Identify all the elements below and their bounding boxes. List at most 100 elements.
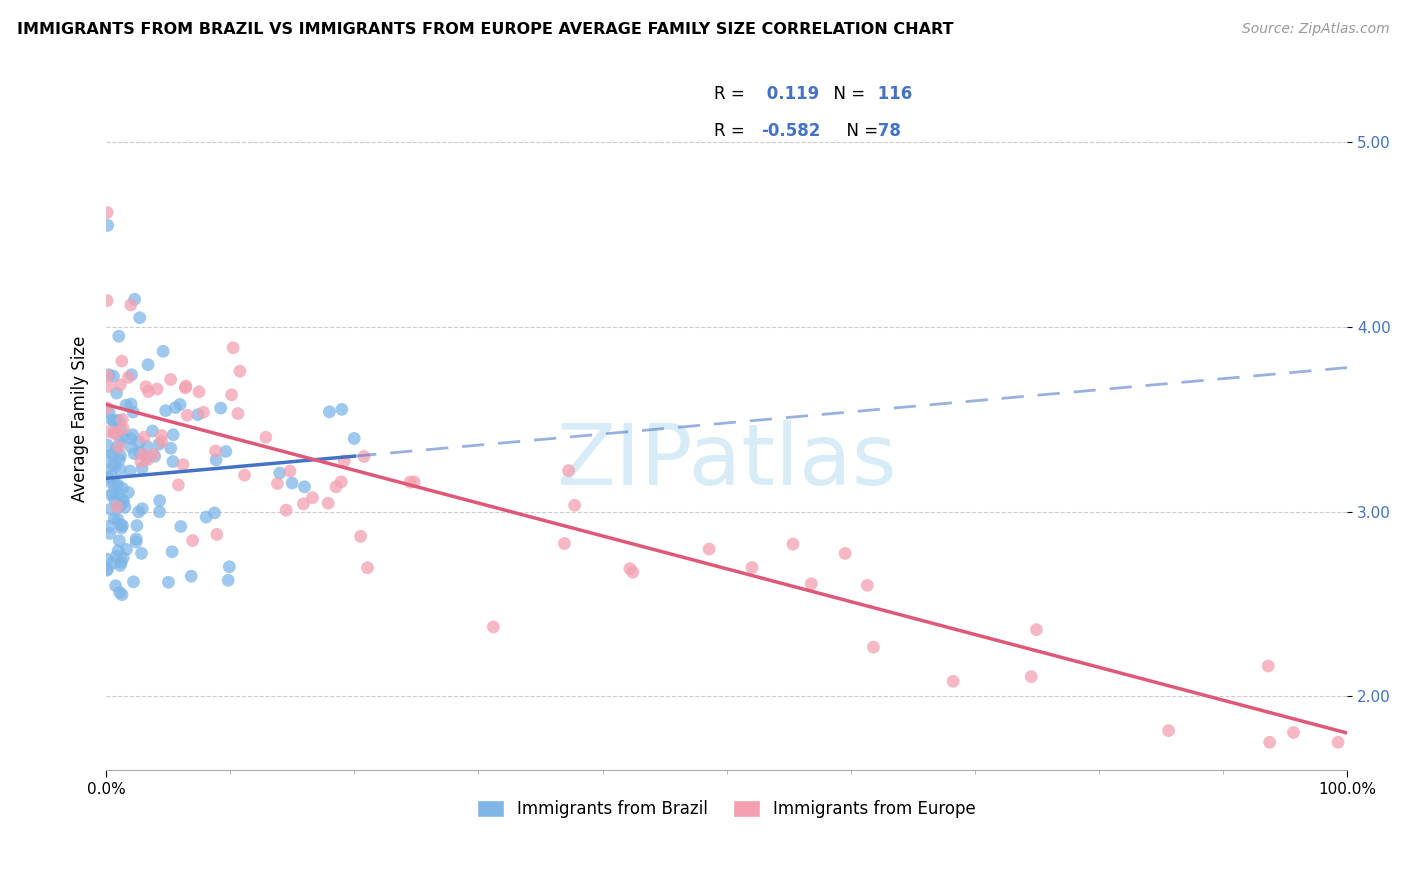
Point <box>131 501 153 516</box>
Point <box>96 293 118 308</box>
Point <box>107 487 129 501</box>
Point <box>115 398 138 412</box>
Point <box>134 430 156 444</box>
Text: 78: 78 <box>872 122 901 140</box>
Point <box>205 527 228 541</box>
Point <box>103 491 125 506</box>
Point <box>121 427 143 442</box>
Point <box>350 529 373 543</box>
Point <box>96 563 118 577</box>
Point <box>98 519 121 533</box>
Point <box>399 475 422 490</box>
Point <box>172 458 194 472</box>
Point <box>110 377 132 392</box>
Point <box>1019 670 1042 684</box>
Point <box>136 440 159 454</box>
Point <box>266 476 288 491</box>
Text: N =: N = <box>835 122 883 140</box>
Point <box>122 574 145 589</box>
Point <box>107 329 129 343</box>
Point <box>104 579 127 593</box>
Point <box>97 219 120 233</box>
Point <box>96 438 118 452</box>
Point <box>356 560 378 574</box>
Text: R =: R = <box>714 122 749 140</box>
Point <box>129 455 152 469</box>
Point <box>741 560 763 574</box>
Point <box>834 546 856 560</box>
Point <box>111 588 134 602</box>
Point <box>221 388 243 402</box>
Text: R =: R = <box>714 85 749 103</box>
Point <box>110 424 132 438</box>
Point <box>174 379 197 393</box>
Point <box>120 298 142 312</box>
Point <box>114 500 136 515</box>
Point <box>193 405 215 419</box>
Point <box>101 458 124 473</box>
Point <box>170 519 193 533</box>
Point <box>108 435 131 450</box>
Point <box>108 558 131 573</box>
Point <box>209 401 232 416</box>
Point <box>101 486 124 500</box>
Point <box>131 546 153 560</box>
Point <box>148 437 170 451</box>
Point <box>162 427 184 442</box>
Point <box>124 447 146 461</box>
Point <box>1258 735 1281 749</box>
Point <box>281 476 304 491</box>
Point <box>557 464 579 478</box>
Point <box>325 480 347 494</box>
Point <box>276 503 298 517</box>
Point <box>180 569 202 583</box>
Point <box>108 440 131 454</box>
Point <box>122 405 145 419</box>
Point <box>330 475 353 489</box>
Point <box>155 403 177 417</box>
Point <box>111 354 134 368</box>
Point <box>108 533 131 548</box>
Point <box>169 397 191 411</box>
Point <box>98 502 121 516</box>
Point <box>187 408 209 422</box>
Point <box>110 449 132 463</box>
Point <box>1282 725 1305 739</box>
Point <box>862 640 884 654</box>
Point <box>942 674 965 689</box>
Point <box>107 500 129 515</box>
Point <box>143 449 166 463</box>
Y-axis label: Average Family Size: Average Family Size <box>72 336 89 502</box>
Point <box>96 401 118 415</box>
Point <box>100 469 122 483</box>
Text: IMMIGRANTS FROM BRAZIL VS IMMIGRANTS FROM EUROPE AVERAGE FAMILY SIZE CORRELATION: IMMIGRANTS FROM BRAZIL VS IMMIGRANTS FRO… <box>17 22 953 37</box>
Point <box>148 505 170 519</box>
Point <box>104 475 127 490</box>
Point <box>111 518 134 533</box>
Point <box>111 431 134 445</box>
Point <box>217 574 239 588</box>
Text: Source: ZipAtlas.com: Source: ZipAtlas.com <box>1241 22 1389 37</box>
Point <box>131 461 153 475</box>
Point <box>135 380 157 394</box>
Point <box>111 412 134 426</box>
Point <box>115 542 138 557</box>
Point <box>125 532 148 546</box>
Point <box>222 341 245 355</box>
Point <box>141 424 163 438</box>
Point <box>96 205 118 219</box>
Point <box>226 407 249 421</box>
Point <box>105 500 128 514</box>
Point <box>108 452 131 467</box>
Point <box>204 506 226 520</box>
Point <box>856 578 879 592</box>
Point <box>121 368 143 382</box>
Point <box>117 370 139 384</box>
Point <box>110 555 132 569</box>
Point <box>482 620 505 634</box>
Point <box>97 379 120 393</box>
Point <box>136 358 159 372</box>
Point <box>167 478 190 492</box>
Point <box>128 310 150 325</box>
Point <box>782 537 804 551</box>
